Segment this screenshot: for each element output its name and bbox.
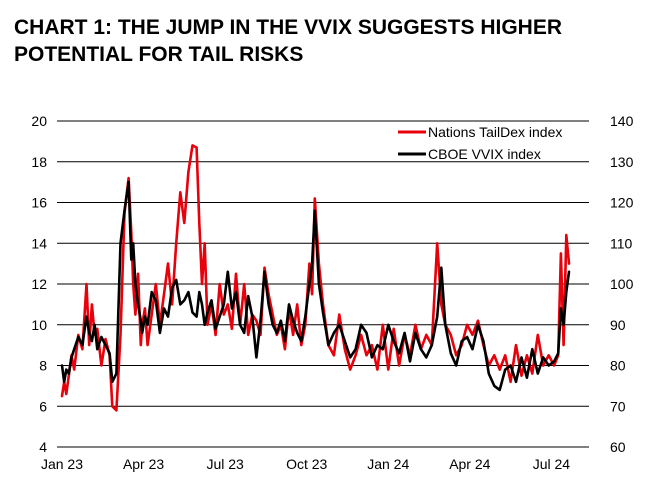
chart-title-line-2: POTENTIAL FOR TAIL RISKS — [14, 43, 304, 66]
x-axis-ticks: Jan 23 Apr 23 Jul 23 Oct 23 Jan 24 Apr 24 Jul … — [41, 456, 570, 472]
right-axis-tick-label: 80 — [610, 358, 626, 374]
x-axis-tick-label: Jan 24 — [367, 456, 409, 472]
gridlines — [62, 120, 584, 448]
right-axis-tick-label: 100 — [610, 276, 634, 292]
left-axis-tick-label: 12 — [31, 276, 47, 292]
series-line-nations-taildex — [60, 144, 571, 412]
right-axis-tick-label: 110 — [610, 235, 633, 251]
right-axis-tick-label: 140 — [610, 113, 634, 129]
left-axis-ticks: 4 6 8 10 12 14 16 18 20 — [31, 113, 62, 455]
left-axis-tick-label: 6 — [39, 398, 47, 414]
left-axis-tick-label: 20 — [31, 113, 47, 129]
x-axis-tick-label: Apr 24 — [449, 456, 490, 472]
left-axis-tick-label: 4 — [39, 439, 47, 455]
right-axis-tick-label: 90 — [610, 317, 626, 333]
legend: Nations TailDex index CBOE VVIX index — [398, 124, 562, 162]
left-axis-tick-label: 18 — [31, 154, 47, 170]
right-axis-tick-label: 70 — [610, 398, 626, 414]
x-axis-tick-label: Jul 24 — [533, 456, 571, 472]
chart-title-line-1: CHART 1: THE JUMP IN THE VVIX SUGGESTS H… — [14, 16, 563, 39]
left-axis-tick-label: 10 — [31, 317, 47, 333]
x-axis-tick-label: Jan 23 — [41, 456, 83, 472]
series-line-cboe-vvix — [60, 180, 571, 392]
left-axis-tick-label: 16 — [31, 195, 47, 211]
right-axis-tick-label: 60 — [610, 439, 626, 455]
chart-title: CHART 1: THE JUMP IN THE VVIX SUGGESTS H… — [14, 14, 654, 68]
left-axis-tick-label: 8 — [39, 358, 47, 374]
left-axis-tick-label: 14 — [31, 235, 47, 251]
right-axis-tick-label: 130 — [610, 154, 634, 170]
x-axis-tick-label: Oct 23 — [286, 456, 327, 472]
series-lines — [60, 144, 571, 412]
legend-label: Nations TailDex index — [428, 124, 562, 140]
right-axis-tick-label: 120 — [610, 195, 634, 211]
right-axis-ticks: 60 70 80 90 100 110 120 130 140 — [584, 113, 634, 455]
x-axis-tick-label: Apr 23 — [123, 456, 164, 472]
x-axis-tick-label: Jul 23 — [206, 456, 244, 472]
legend-label: CBOE VVIX index — [428, 146, 541, 162]
